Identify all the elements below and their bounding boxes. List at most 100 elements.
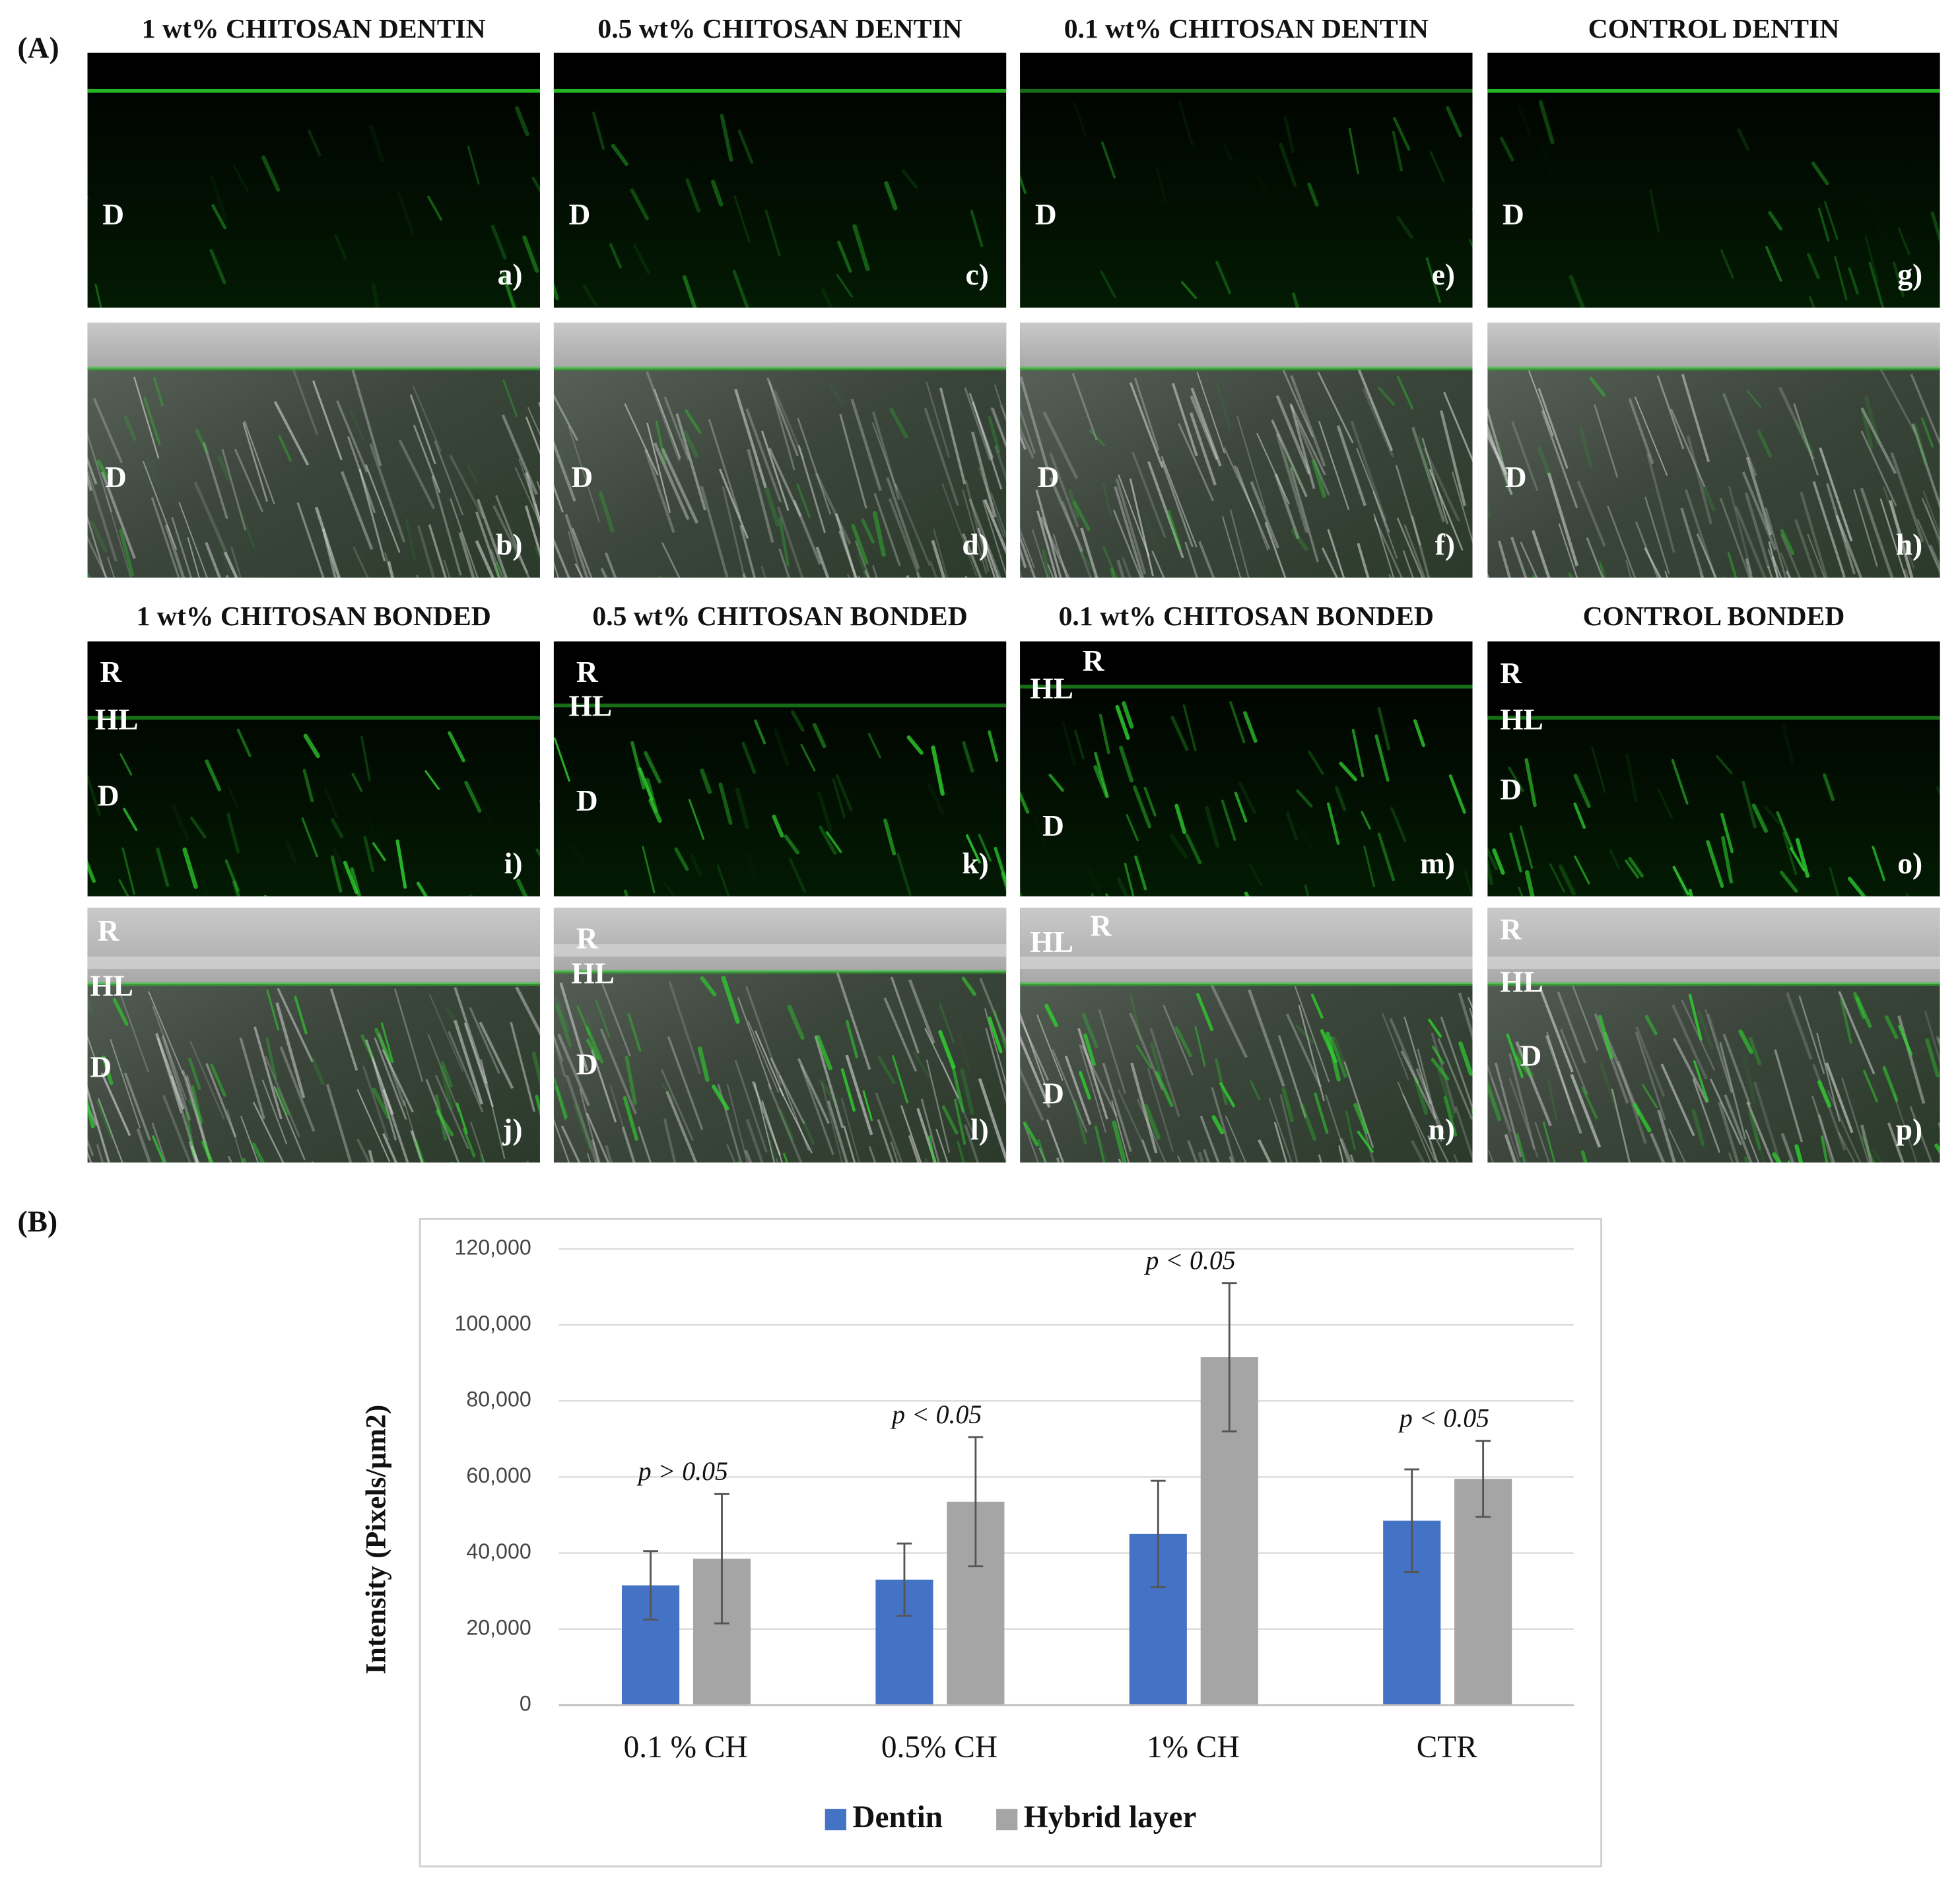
fluorescent-tubule xyxy=(1883,1194,1891,1221)
fluorescent-tubule xyxy=(851,523,869,565)
tubule xyxy=(761,1100,783,1163)
fluorescent-tubule xyxy=(1296,789,1313,808)
fluorescent-tubule xyxy=(627,1013,642,1052)
fluorescent-tubule xyxy=(330,818,344,838)
tubule xyxy=(490,549,505,578)
tubule xyxy=(776,506,804,578)
tubule xyxy=(766,377,799,457)
tubule xyxy=(1955,539,1960,606)
fluorescent-tubule xyxy=(1746,389,1762,408)
tubule xyxy=(25,426,53,526)
micrograph xyxy=(1487,907,1940,1254)
tubule xyxy=(1396,518,1424,578)
micrograph xyxy=(87,52,540,308)
tubule xyxy=(1373,514,1395,578)
tissue-label: D xyxy=(1503,198,1524,231)
x-tick-label: 0.5% CH xyxy=(881,1730,997,1765)
fluorescent-tubule xyxy=(586,1017,598,1053)
y-tick-label: 60,000 xyxy=(466,1463,531,1487)
tubule xyxy=(1860,487,1894,578)
tubule xyxy=(768,381,795,471)
upper-layer xyxy=(87,907,540,984)
fluorescent-tubule xyxy=(1688,993,1703,1041)
fluorescent-tubule xyxy=(1100,141,1116,179)
tubule xyxy=(151,496,180,578)
tubule xyxy=(431,475,462,576)
tubule xyxy=(17,424,47,512)
tubule xyxy=(1298,1005,1325,1102)
micrograph-bg xyxy=(553,52,1007,308)
tubule xyxy=(747,1021,780,1093)
tubule xyxy=(1403,524,1426,578)
tubule xyxy=(428,993,464,1072)
tubule xyxy=(1795,1176,1819,1254)
tubule xyxy=(1817,1114,1835,1163)
tubule xyxy=(964,1124,980,1163)
fluorescent-tubule xyxy=(1307,182,1319,207)
tubule xyxy=(1081,1044,1118,1117)
tubule xyxy=(924,407,959,506)
tubule xyxy=(888,498,922,578)
tubule xyxy=(553,483,564,513)
fluorescent-tubule xyxy=(1155,1071,1174,1108)
tubule xyxy=(193,481,228,555)
fluorescent-tubule xyxy=(961,976,976,996)
tubule xyxy=(1129,382,1164,468)
fluorescent-tubule xyxy=(38,897,49,917)
fluorescent-tubule xyxy=(630,188,649,220)
fluorescent-tubule xyxy=(372,1087,391,1120)
tubule xyxy=(253,1026,283,1120)
fluorescent-tubule xyxy=(1872,1149,1883,1163)
fluorescent-tubule xyxy=(90,520,108,553)
tubule xyxy=(1520,541,1538,578)
tubule xyxy=(1838,1132,1856,1163)
tubule xyxy=(843,1126,856,1163)
fluorescent-tubule xyxy=(990,1176,1002,1209)
tubule xyxy=(722,486,746,578)
fluorescent-tubule xyxy=(1934,1143,1940,1155)
tubule xyxy=(368,1149,374,1163)
tubule xyxy=(1607,506,1637,578)
fluorescent-tubule xyxy=(685,409,702,434)
tubule xyxy=(838,530,858,578)
tubule xyxy=(1102,1062,1132,1153)
tubule xyxy=(428,524,447,578)
fluorescent-tubule xyxy=(951,1064,965,1113)
fluorescent-tubule xyxy=(683,430,698,457)
fluorescent-tubule xyxy=(1295,1186,1302,1217)
tubule xyxy=(799,1064,834,1155)
fluorescent-tubule xyxy=(906,735,924,755)
fluorescent-tubule xyxy=(1351,729,1365,778)
fluorescent-tubule xyxy=(585,1026,604,1063)
fluorescent-tubule xyxy=(1194,1026,1206,1067)
fluorescent-tubule xyxy=(1920,417,1934,448)
tubule xyxy=(116,986,149,1073)
tubule xyxy=(1889,500,1914,578)
tubule xyxy=(1111,1100,1130,1163)
tubule xyxy=(450,498,479,578)
tubule xyxy=(926,382,950,458)
tubule xyxy=(1745,456,1773,536)
panel-letter: p) xyxy=(1896,1113,1922,1146)
fluorescent-tubule xyxy=(232,164,250,193)
tubule xyxy=(1722,393,1757,477)
tubule xyxy=(1440,1016,1473,1111)
fluorescent-tubule xyxy=(988,1016,1003,1054)
fluorescent-tubule xyxy=(1737,128,1750,151)
fluorescent-tubule xyxy=(1215,382,1231,429)
fluorescent-tubule xyxy=(1558,864,1576,896)
tubule xyxy=(768,448,802,517)
tubule xyxy=(292,368,319,436)
fluorescent-tubule xyxy=(1764,805,1780,825)
tubule xyxy=(362,1065,389,1141)
fluorescent-tubule xyxy=(1803,1180,1813,1224)
tubule xyxy=(1064,1056,1092,1126)
fluorescent-tubule xyxy=(1834,256,1848,301)
tubule xyxy=(747,448,774,543)
fluorescent-tubule xyxy=(1749,1036,1761,1065)
tubule xyxy=(1289,405,1316,489)
tubule xyxy=(1780,533,1802,578)
tubule xyxy=(1223,447,1256,514)
tubule xyxy=(1339,1138,1353,1163)
